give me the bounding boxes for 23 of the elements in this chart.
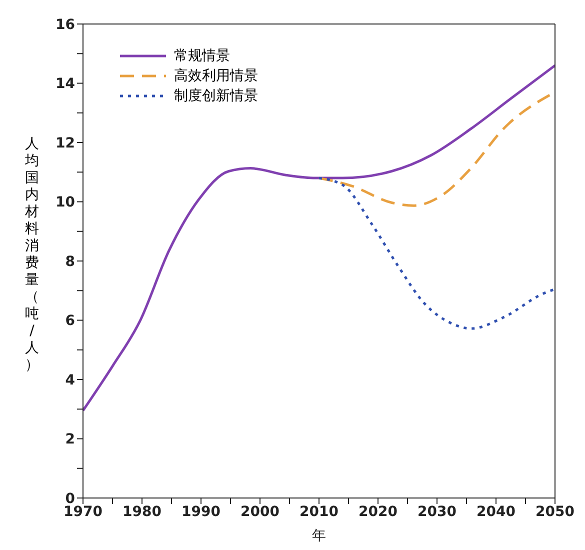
text: 人均国内材料消费量（吨/人） bbox=[25, 136, 39, 373]
line-series bbox=[318, 176, 555, 330]
y-tick-label: 12 bbox=[56, 135, 75, 152]
y-tick-label: 4 bbox=[65, 372, 76, 388]
x-tick-label: 1980 bbox=[122, 504, 162, 520]
y-tick-label: 6 bbox=[65, 313, 75, 330]
y-tick-label: 8 bbox=[65, 254, 75, 270]
x-tick-label: 2020 bbox=[358, 504, 398, 520]
x-tick-label: 2040 bbox=[476, 504, 516, 520]
x-tick-label: 2000 bbox=[240, 504, 280, 520]
legend-label: 制度创新情景 bbox=[174, 87, 258, 106]
y-tick-label: 16 bbox=[56, 16, 75, 33]
legend-label: 常规情景 bbox=[174, 47, 230, 66]
x-axis-title: 年 bbox=[312, 528, 326, 544]
line-series bbox=[83, 64, 555, 412]
x-tick-label: 1990 bbox=[182, 504, 221, 520]
y-tick-label: 10 bbox=[56, 194, 76, 211]
x-tick-label: 2030 bbox=[418, 504, 457, 520]
x-tick-label: 2050 bbox=[536, 504, 575, 520]
y-tick-label: 2 bbox=[65, 432, 75, 448]
x-tick-label: 2010 bbox=[300, 504, 339, 520]
y-tick-label: 14 bbox=[56, 76, 76, 92]
legend-label: 高效利用情景 bbox=[174, 67, 258, 86]
